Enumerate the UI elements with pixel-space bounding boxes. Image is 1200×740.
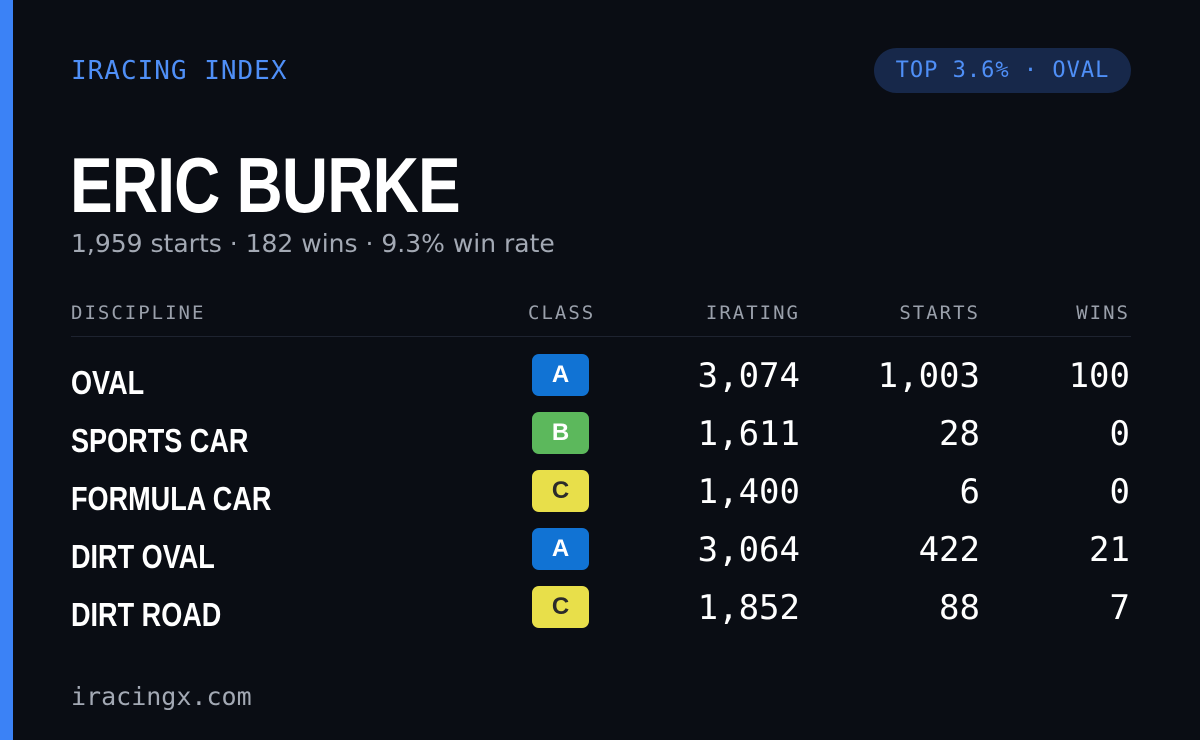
irating-value: 3,074 — [697, 356, 800, 396]
table-row: FORMULA CAR C 1,400 6 0 — [71, 470, 1131, 528]
header-wins: WINS — [1076, 302, 1130, 324]
discipline-name: FORMULA CAR — [71, 480, 272, 517]
wins-value: 0 — [1109, 472, 1130, 512]
starts-value: 422 — [918, 530, 980, 570]
discipline-name: DIRT ROAD — [71, 596, 222, 633]
header-starts: STARTS — [899, 302, 980, 324]
class-badge: A — [532, 528, 589, 570]
table-row: SPORTS CAR B 1,611 28 0 — [71, 412, 1131, 470]
brand-title: IRACING INDEX — [71, 56, 288, 86]
irating-value: 3,064 — [697, 530, 800, 570]
table-row: OVAL A 3,074 1,003 100 — [71, 354, 1131, 412]
driver-name: ERIC BURKE — [70, 141, 461, 229]
discipline-table: OVAL A 3,074 1,003 100 SPORTS CAR B 1,61… — [71, 354, 1131, 644]
wins-value: 100 — [1068, 356, 1130, 396]
irating-value: 1,611 — [697, 414, 800, 454]
table-header: DISCIPLINE CLASS IRATING STARTS WINS — [71, 300, 1131, 337]
table-row: DIRT OVAL A 3,064 422 21 — [71, 528, 1131, 586]
header-class: CLASS — [528, 302, 596, 324]
class-badge: C — [532, 586, 589, 628]
starts-value: 1,003 — [877, 356, 980, 396]
irating-value: 1,400 — [697, 472, 800, 512]
header-irating: IRATING — [705, 302, 800, 324]
rank-badge: TOP 3.6% · OVAL — [874, 48, 1131, 93]
starts-value: 28 — [939, 414, 980, 454]
discipline-name: OVAL — [71, 364, 145, 401]
footer-link[interactable]: iracingx.com — [71, 682, 252, 711]
irating-value: 1,852 — [697, 588, 800, 628]
discipline-name: SPORTS CAR — [71, 422, 249, 459]
class-badge: B — [532, 412, 589, 454]
driver-summary: 1,959 starts · 182 wins · 9.3% win rate — [71, 229, 555, 258]
table-row: DIRT ROAD C 1,852 88 7 — [71, 586, 1131, 644]
starts-value: 88 — [939, 588, 980, 628]
wins-value: 0 — [1109, 414, 1130, 454]
header-discipline: DISCIPLINE — [71, 302, 206, 324]
accent-bar — [0, 0, 13, 740]
wins-value: 21 — [1089, 530, 1130, 570]
starts-value: 6 — [959, 472, 980, 512]
discipline-name: DIRT OVAL — [71, 538, 215, 575]
wins-value: 7 — [1109, 588, 1130, 628]
class-badge: A — [532, 354, 589, 396]
class-badge: C — [532, 470, 589, 512]
